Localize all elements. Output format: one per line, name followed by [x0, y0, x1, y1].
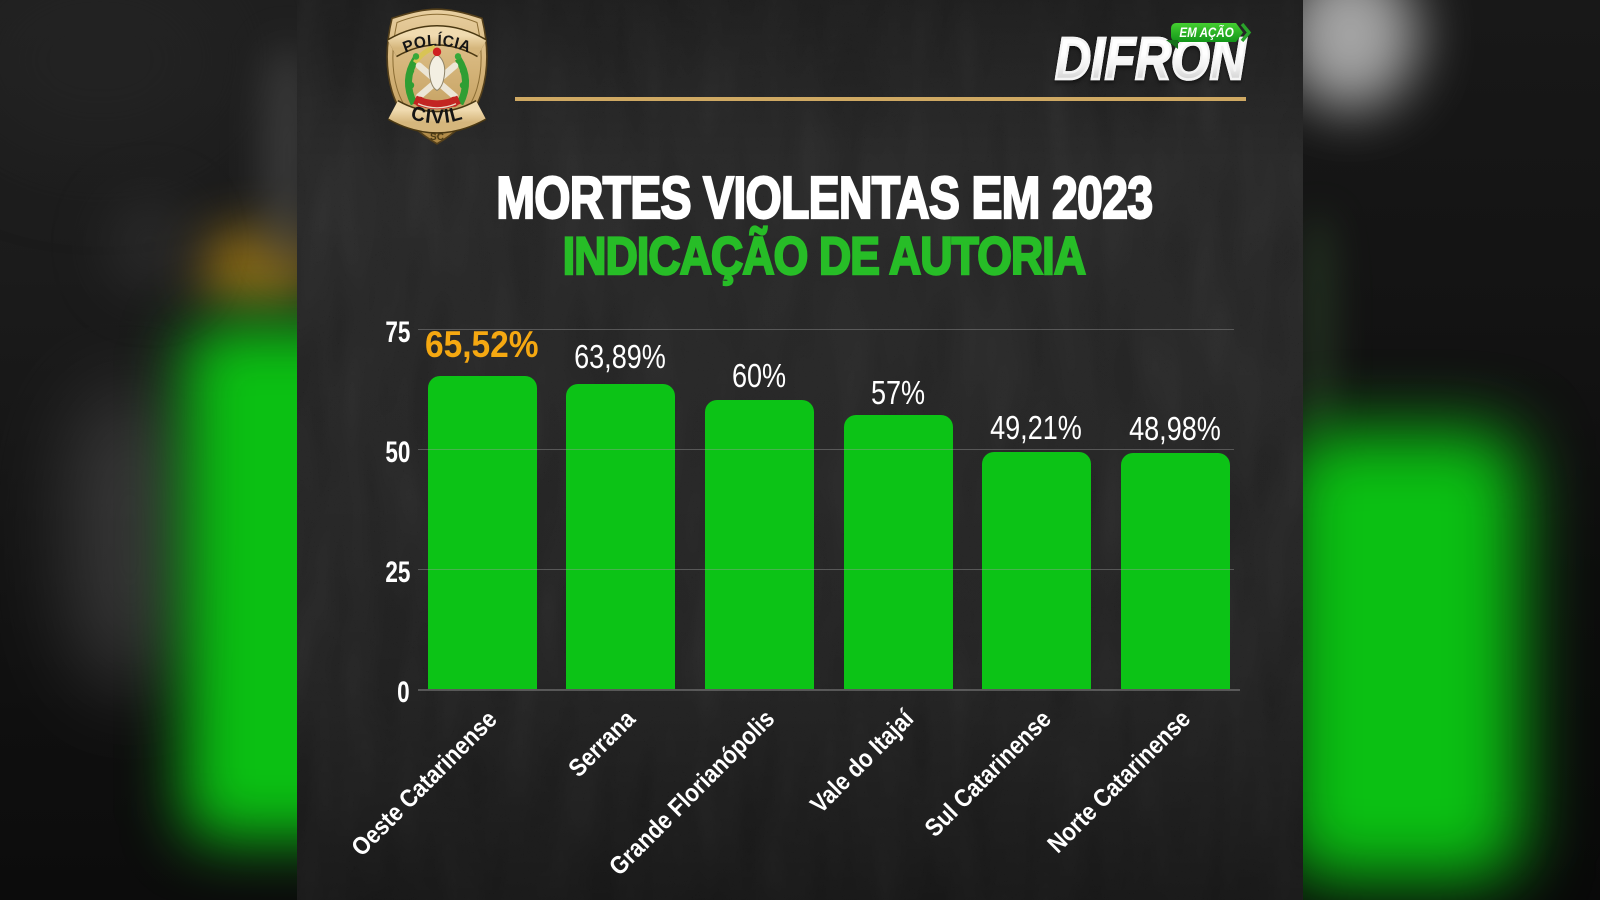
svg-text:CIVIL: CIVIL: [409, 102, 465, 128]
svg-text:SC: SC: [430, 132, 445, 143]
